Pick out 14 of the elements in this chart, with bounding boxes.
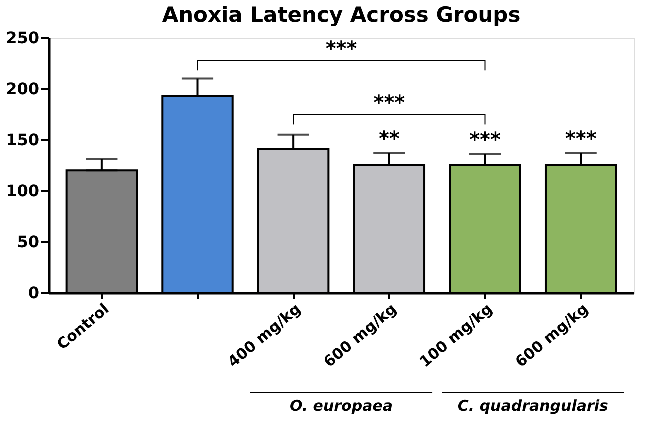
annotation: *** — [374, 90, 406, 114]
y-tick-label: 200 — [6, 80, 40, 98]
chart-title: Anoxia Latency Across Groups — [162, 3, 521, 27]
y-tick-label: 100 — [6, 182, 40, 200]
annotation: *** — [326, 36, 358, 60]
y-tick-label: 50 — [17, 232, 40, 252]
annotation: *** — [565, 126, 598, 150]
y-tick-label: 0 — [28, 284, 40, 302]
y-tick-label: 250 — [6, 28, 40, 48]
text: C. quadrangularis — [458, 397, 609, 415]
text: O. europaea — [290, 397, 394, 415]
annotation: *** — [470, 127, 502, 152]
annotation: ** — [378, 126, 400, 150]
y-tick-label: 150 — [6, 130, 40, 150]
